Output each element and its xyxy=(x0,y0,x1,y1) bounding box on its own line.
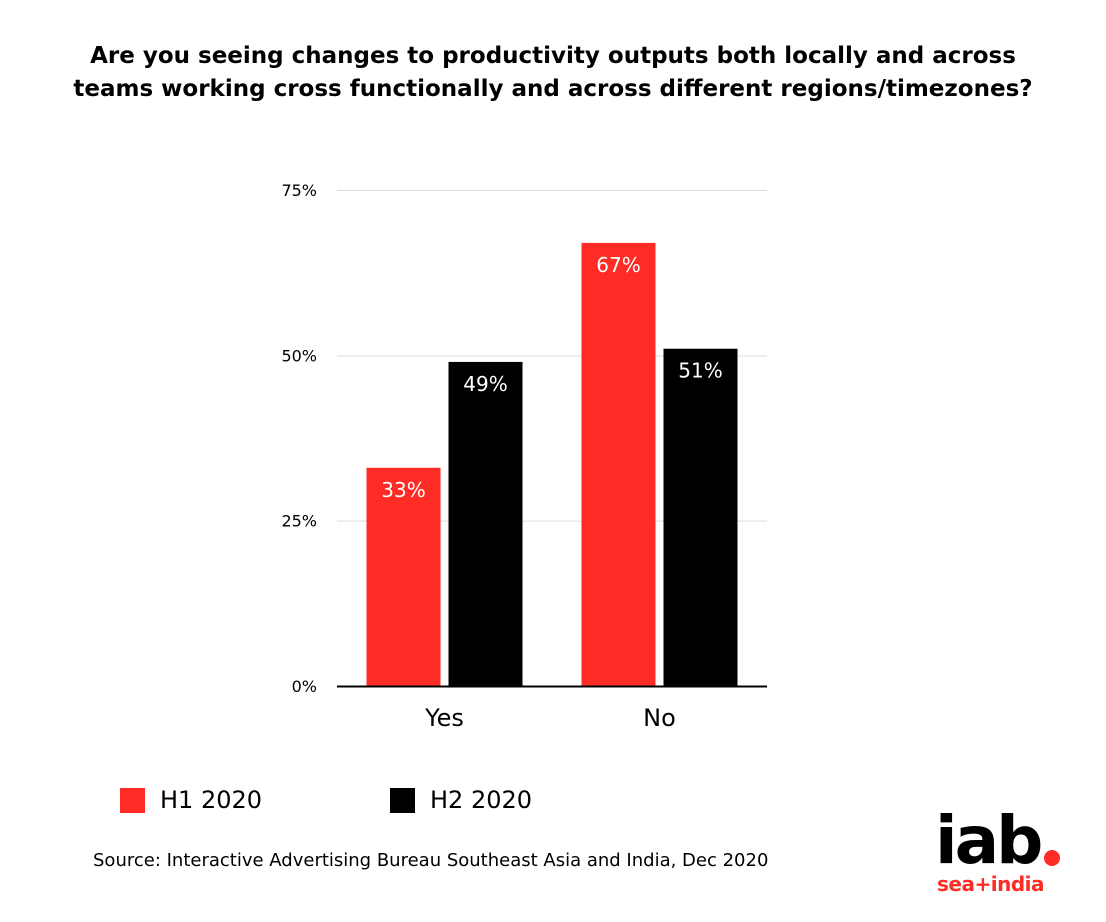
data-label: 49% xyxy=(463,372,507,396)
legend-item-h1-2020: H1 2020 xyxy=(120,786,262,814)
y-tick-label: 25% xyxy=(281,512,317,531)
chart-title: Are you seeing changes to productivity o… xyxy=(0,40,1106,106)
x-category-label: Yes xyxy=(424,704,464,732)
x-category-label: No xyxy=(643,704,676,732)
logo-wordmark: iab xyxy=(935,802,1043,879)
data-label: 67% xyxy=(596,253,640,277)
bar-h1-2020-yes xyxy=(366,467,441,686)
logo-subtitle: sea+india xyxy=(937,872,1044,896)
legend-label-h2-2020: H2 2020 xyxy=(430,786,533,814)
source-note: Source: Interactive Advertising Bureau S… xyxy=(93,850,769,871)
y-tick-label: 50% xyxy=(281,346,317,365)
legend-item-h2-2020: H2 2020 xyxy=(390,786,532,814)
bar-h2-2020-yes xyxy=(448,361,523,686)
data-label: 51% xyxy=(678,359,722,383)
bars xyxy=(366,242,738,686)
legend-label-h1-2020: H1 2020 xyxy=(160,786,263,814)
bar-chart: 0% 25% 50% 75% 33% 49% Yes 67% 51% No xyxy=(281,181,767,732)
iab-logo: iab sea+india xyxy=(935,808,1065,908)
logo-dot xyxy=(1044,850,1060,866)
y-tick-label: 0% xyxy=(292,677,317,696)
chart-title-line-1: Are you seeing changes to productivity o… xyxy=(90,43,1016,69)
bar-h1-2020-no xyxy=(581,242,656,686)
data-label: 33% xyxy=(381,478,425,502)
data-labels: 0% 25% 50% 75% 33% 49% Yes 67% 51% No xyxy=(281,181,722,732)
legend-swatch-h1-2020 xyxy=(120,787,145,813)
y-tick-label: 75% xyxy=(281,181,317,200)
bar-h2-2020-no xyxy=(663,348,738,686)
chart-title-line-2: teams working cross functionally and acr… xyxy=(73,76,1033,102)
legend-swatch-h2-2020 xyxy=(390,787,415,813)
